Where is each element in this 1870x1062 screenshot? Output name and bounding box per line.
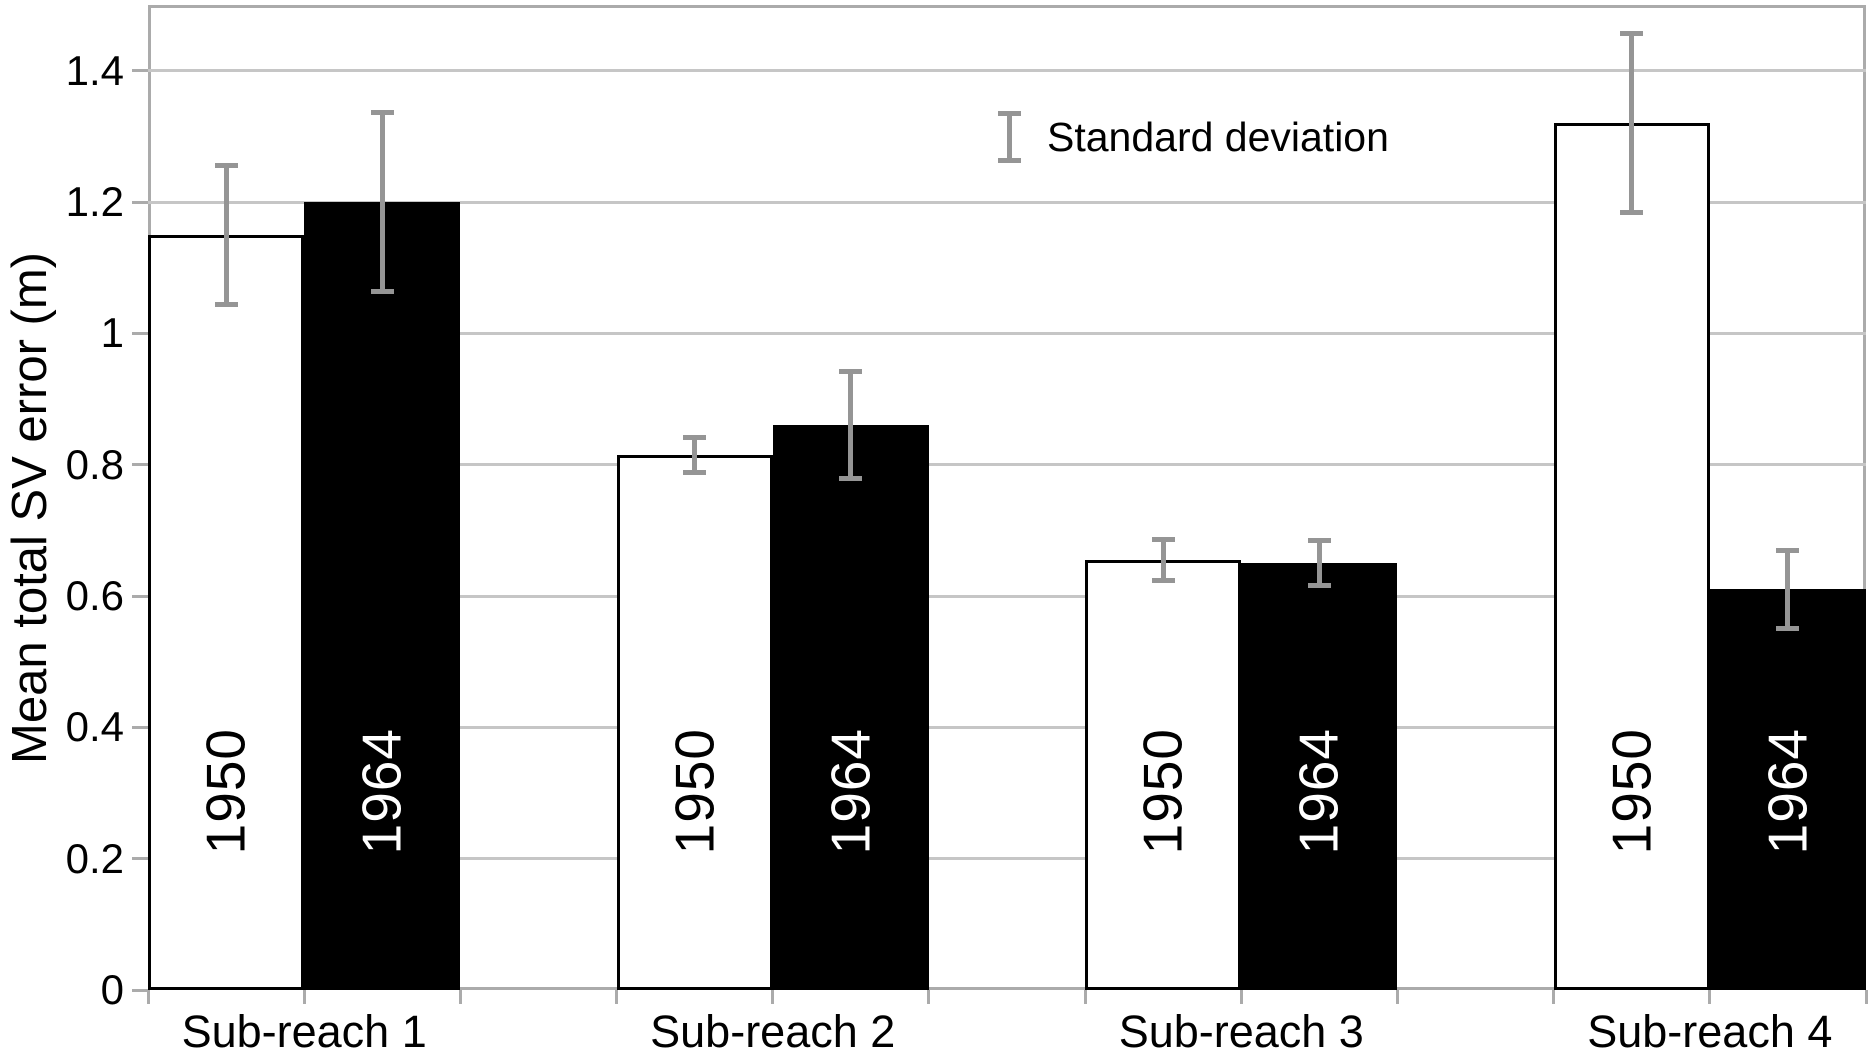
error-bar-bottom-cap [839,476,863,482]
error-bar-line [848,369,854,482]
error-bar-line [692,435,698,475]
bar-1964-sub-reach-1: 1964 [304,202,461,990]
y-tick-label: 0.6 [65,572,124,619]
error-bar [1151,536,1175,583]
plot-border-top [148,5,1866,8]
y-tick-label: 0.2 [65,834,124,882]
legend-label: Standard deviation [1047,113,1389,160]
bar-1964-sub-reach-3: 1964 [1241,563,1398,990]
y-tick-mark [132,857,148,861]
x-tick-mark [1239,990,1243,1004]
gridline [148,200,1866,204]
y-tick-label: 1.4 [65,46,124,94]
error-bar-bottom-cap [1620,210,1644,216]
x-category-label: Sub-reach 1 [181,1006,427,1057]
x-tick-mark [146,990,150,1004]
bar-1964-sub-reach-2: 1964 [772,425,929,990]
x-tick-mark [771,990,775,1004]
y-tick-label: 1 [100,309,124,357]
error-bar-bottom-cap [1151,577,1175,583]
gridline [148,331,1866,335]
bar-year-label: 1950 [1600,727,1663,854]
y-tick-mark [132,988,148,992]
error-bar-bottom-cap [214,302,238,308]
error-bar-bottom-cap [683,469,707,475]
error-bar-line [379,110,385,294]
error-bar-line [1316,538,1322,589]
bar-1950-sub-reach-3: 1950 [1085,559,1242,990]
x-tick-mark [615,990,619,1004]
bar-year-label: 1964 [1287,727,1350,854]
gridline [148,463,1866,467]
gridline [148,69,1866,73]
error-bar-bottom-cap [1776,625,1800,631]
error-bar [683,435,707,475]
error-bar-line [1160,536,1166,583]
bar-1950-sub-reach-2: 1950 [616,454,773,990]
plot-area: 1950 1964 1950 1964 1950 1964 1950 1964 [132,5,1868,1004]
y-tick-label: 0 [100,966,124,1013]
x-category-label: Sub-reach 2 [650,1006,896,1057]
x-tick-mark [1552,990,1556,1004]
gridline [148,725,1866,729]
y-tick-mark [132,200,148,204]
bar-year-label: 1964 [1756,727,1819,854]
gridline [148,857,1866,861]
y-tick-mark [132,331,148,335]
error-bar [1307,538,1331,589]
error-bar [370,110,394,294]
y-tick-mark [132,725,148,729]
bar-year-label: 1950 [194,727,257,854]
y-tick-mark [132,463,148,467]
x-tick-mark [1395,990,1399,1004]
error-bar-line [1629,31,1635,216]
y-tick-label: 0.8 [65,440,124,488]
x-category-label: Sub-reach 3 [1118,1006,1364,1057]
error-bar-line [1785,548,1791,631]
error-bar-bottom-cap [1307,583,1331,589]
x-tick-mark [458,990,462,1004]
error-bar-icon-bottom-cap [998,158,1021,163]
x-tick-mark [1083,990,1087,1004]
x-tick-mark [1864,990,1868,1004]
bar-1950-sub-reach-1: 1950 [148,234,305,990]
x-tick-mark [927,990,931,1004]
y-tick-mark [132,69,148,73]
error-bar-icon [998,111,1021,163]
plot-border-right [1863,5,1866,990]
y-tick-label: 1.2 [65,178,124,225]
y-tick-mark [132,594,148,598]
y-tick-label: 0.4 [65,703,124,751]
error-bar [214,162,238,308]
bar-1964-sub-reach-4: 1964 [1709,589,1866,990]
bar-year-label: 1950 [1131,727,1194,854]
error-bar-bottom-cap [370,288,394,294]
bar-year-label: 1964 [350,727,413,854]
x-category-label: Sub-reach 4 [1587,1006,1833,1057]
x-tick-mark [1708,990,1712,1004]
error-bar-icon-line [1007,111,1012,163]
x-tick-mark [302,990,306,1004]
error-bar [1620,31,1644,216]
legend: Standard deviation [998,110,1389,164]
error-bar [839,369,863,482]
bar-year-label: 1950 [663,727,726,854]
x-axis-category-labels: Sub-reach 1 Sub-reach 2 Sub-reach 3 Sub-rea… [148,1006,1866,1062]
error-bar-line [223,162,229,308]
x-axis-line [148,987,1866,990]
error-bar [1776,548,1800,631]
gridline [148,594,1866,598]
bar-year-label: 1964 [819,727,882,854]
bar-1950-sub-reach-4: 1950 [1553,123,1710,990]
